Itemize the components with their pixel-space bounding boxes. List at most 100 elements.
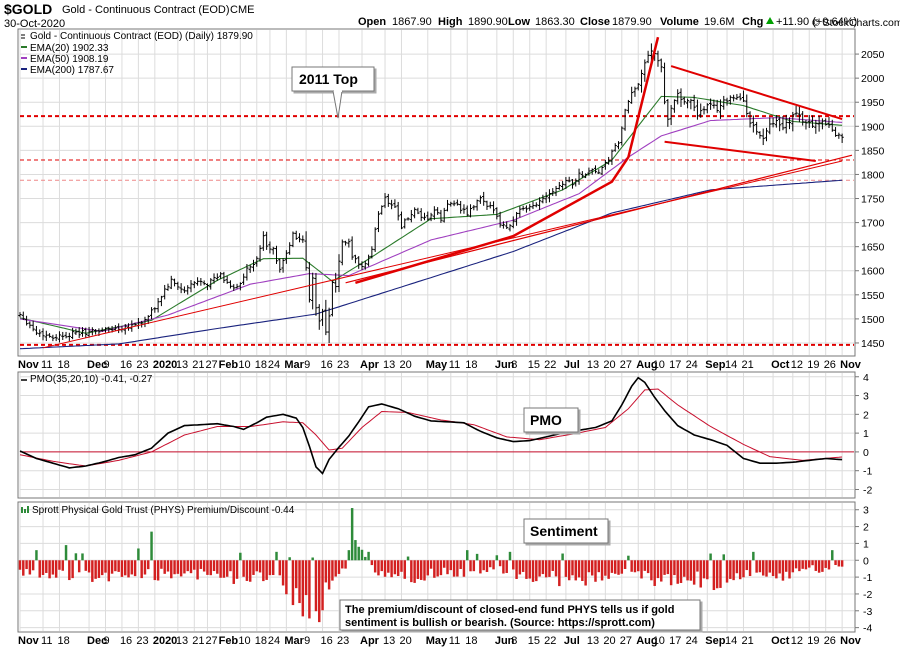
x-tick-label: Aug: [636, 635, 657, 647]
sentiment-bar: [344, 560, 347, 569]
price-bar: [801, 111, 805, 126]
price-bar: [297, 233, 302, 243]
sentiment-bar: [308, 560, 311, 619]
price-bar: [212, 273, 216, 284]
sentiment-panel-frame: [17, 501, 856, 633]
sentiment-bar: [439, 560, 443, 576]
price-bar: [163, 284, 167, 300]
price-bar: [610, 149, 614, 165]
pmo-tick-label: 2: [863, 409, 869, 421]
sentiment-bar: [571, 560, 574, 576]
price-bar: [169, 275, 173, 290]
pmo-pmo-line: [19, 376, 843, 475]
price-bar: [350, 236, 354, 260]
price-bar: [399, 211, 404, 230]
price-bar: [833, 127, 838, 137]
price-bar: [482, 191, 486, 206]
price-bar: [468, 204, 473, 218]
price-bar: [314, 272, 318, 316]
sentiment-bar: [794, 560, 798, 569]
sentiment-bar: [84, 560, 88, 571]
sentiment-bar: [801, 560, 804, 569]
x-tick-label: 19: [807, 359, 819, 371]
sentiment-bar: [548, 560, 551, 577]
sentiment-bar: [725, 560, 729, 583]
price-bar: [656, 50, 660, 67]
price-bar: [107, 326, 111, 333]
price-bar: [778, 117, 782, 132]
price-bar: [659, 58, 663, 73]
price-bar: [222, 271, 226, 284]
sentiment-bar: [419, 560, 423, 580]
sentiment-bar: [692, 560, 696, 585]
price-bar: [320, 308, 325, 326]
price-bar: [745, 94, 749, 118]
x-tick-label: 12: [791, 359, 803, 371]
sentiment-bar: [466, 550, 469, 561]
price-bar: [21, 311, 25, 320]
price-bar: [67, 332, 71, 341]
price-bar: [561, 181, 565, 191]
price-bar: [837, 132, 841, 139]
ema200-line: [19, 179, 843, 350]
sentiment-bar: [663, 560, 666, 575]
sentiment-bar: [206, 560, 209, 575]
sentiment-bar: [669, 560, 673, 586]
sentiment-bar: [577, 560, 581, 578]
x-tick-label: Sep: [705, 359, 725, 371]
price-bar: [449, 201, 453, 207]
sentiment-bar: [271, 560, 275, 576]
symbol: $GOLD: [4, 1, 52, 17]
sentiment-bar: [706, 560, 709, 580]
price-bar: [291, 231, 295, 248]
sentiment-bar: [676, 560, 679, 584]
sentiment-bar: [357, 546, 360, 561]
pmo-tick-label: 3: [863, 391, 869, 403]
sentiment-note: The premium/discount of closed-end fund …: [339, 599, 701, 631]
price-bar: [547, 189, 552, 203]
x-tick-label: May: [426, 635, 448, 647]
sentiment-bar: [97, 560, 101, 578]
sentiment-label-box: Sentiment: [523, 518, 609, 544]
sentiment-bar: [804, 560, 808, 570]
sentiment-bar: [51, 560, 55, 575]
price-bar: [205, 283, 210, 291]
price-bar: [396, 201, 400, 221]
price-bar: [732, 94, 736, 102]
sentiment-bar: [715, 560, 719, 589]
sentiment-bar: [68, 560, 71, 581]
legend-ema20: EMA(20) 1902.33: [30, 43, 109, 54]
price-bar: [278, 258, 282, 273]
price-tick-label: 1850: [861, 145, 885, 157]
x-tick-label: 17: [669, 635, 681, 647]
price-bar: [784, 114, 788, 134]
sentiment-bar: [81, 553, 84, 561]
price-bar: [90, 327, 94, 336]
x-tick-label: Nov: [18, 359, 40, 371]
price-bar: [551, 188, 555, 196]
price-bar: [804, 119, 808, 130]
sentiment-bar: [594, 560, 597, 582]
sentiment-bar: [133, 560, 137, 577]
sentiment-bar: [587, 560, 591, 573]
price-bar: [363, 260, 367, 270]
x-tick-label: 26: [824, 359, 836, 371]
price-bar: [311, 272, 315, 310]
high-value: 1890.90: [468, 16, 508, 28]
x-tick-label: Jul: [564, 635, 580, 647]
x-tick-label: Dec: [87, 359, 107, 371]
x-tick-label: 13: [176, 635, 188, 647]
sentiment-bar: [416, 560, 420, 579]
price-bar: [376, 211, 381, 233]
x-tick-label: Dec: [87, 635, 107, 647]
sentiment-bar: [114, 560, 117, 572]
x-tick-label: Feb: [219, 359, 239, 371]
sentiment-bar: [433, 560, 436, 578]
sentiment-bar: [120, 560, 124, 577]
x-tick-label: 24: [686, 635, 698, 647]
annotation-2011-top: 2011 Top: [291, 66, 375, 119]
price-bar: [797, 106, 801, 123]
price-bar: [708, 98, 713, 110]
sentiment-bar: [712, 560, 716, 591]
